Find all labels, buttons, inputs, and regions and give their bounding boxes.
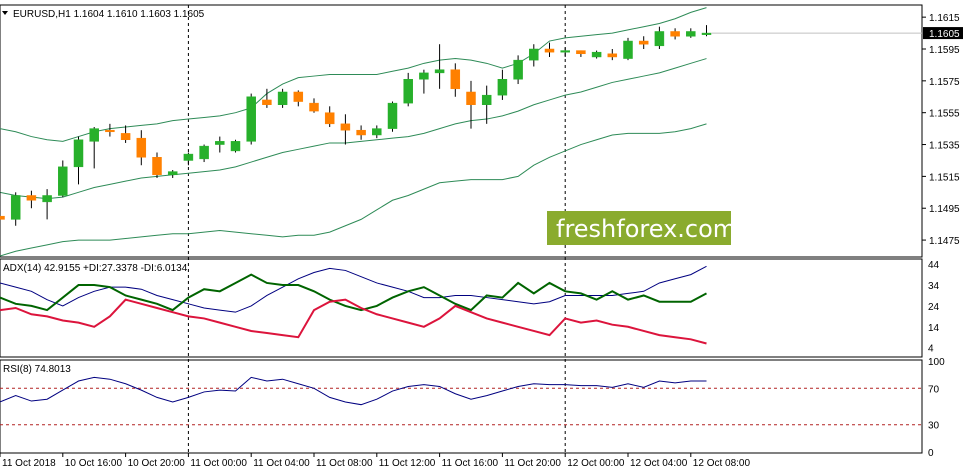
adx-series-minus-di xyxy=(0,298,707,345)
candle-body xyxy=(607,53,618,58)
candle-body xyxy=(356,129,366,136)
candle-body xyxy=(89,128,99,142)
candle-body xyxy=(466,91,476,105)
adx-tick-label: 14 xyxy=(928,323,940,334)
candle-body xyxy=(215,141,225,145)
candle-body xyxy=(42,195,52,203)
candle-body xyxy=(293,91,304,102)
time-tick-label: 10 Oct 16:00 xyxy=(65,458,123,469)
candle-body xyxy=(136,137,147,158)
candle-body xyxy=(372,128,382,136)
candle-body xyxy=(183,153,194,161)
candle-body xyxy=(246,96,256,142)
time-tick-label: 10 Oct 20:00 xyxy=(128,458,186,469)
candle-body xyxy=(340,123,351,131)
time-tick-label: 11 Oct 2018 xyxy=(2,458,56,469)
time-tick-label: 11 Oct 20:00 xyxy=(504,458,561,469)
adx-tick-label: 4 xyxy=(928,344,934,355)
time-tick-label: 11 Oct 08:00 xyxy=(316,458,373,469)
candle-body xyxy=(58,166,68,196)
time-tick-label: 11 Oct 16:00 xyxy=(442,458,499,469)
rsi-tick-label: 70 xyxy=(928,384,940,395)
rsi-tick-label: 100 xyxy=(928,357,945,368)
time-tick-label: 11 Oct 04:00 xyxy=(253,458,310,469)
candle-body xyxy=(497,78,508,96)
candle-body xyxy=(481,94,492,105)
collapse-triangle-icon[interactable] xyxy=(2,11,8,15)
candle-body xyxy=(309,102,319,112)
candle-body xyxy=(623,40,633,59)
watermark-box xyxy=(547,211,731,245)
candle-body xyxy=(0,215,5,220)
candle-body xyxy=(10,195,21,220)
candle-body xyxy=(199,145,209,160)
price-tick-label: 1.1595 xyxy=(929,45,960,56)
rsi-header: RSI(8) 74.8013 xyxy=(3,364,71,375)
bollinger-lower-line xyxy=(0,123,707,257)
candle-body xyxy=(529,48,539,61)
price-panel xyxy=(0,4,923,258)
time-tick-label: 11 Oct 00:00 xyxy=(190,458,247,469)
candle-body xyxy=(450,69,461,90)
adx-tick-label: 44 xyxy=(928,260,940,271)
candle-body xyxy=(277,91,288,105)
watermark-text: freshforex.com xyxy=(556,215,736,243)
candle-body xyxy=(324,112,335,125)
candle-body xyxy=(73,139,84,168)
candle-body xyxy=(387,102,398,129)
candle-body xyxy=(686,31,696,37)
price-tick-label: 1.1615 xyxy=(929,13,960,24)
candle-body xyxy=(591,51,602,58)
rsi-tick-label: 0 xyxy=(928,448,934,459)
price-tick-label: 1.1515 xyxy=(929,172,960,183)
time-tick-label: 11 Oct 12:00 xyxy=(379,458,436,469)
last-price-label: 1.1605 xyxy=(929,29,960,40)
adx-header: ADX(14) 42.9155 +DI:27.3378 -DI:6.0134 xyxy=(3,263,188,274)
time-tick-label: 12 Oct 04:00 xyxy=(630,458,688,469)
time-tick-label: 12 Oct 08:00 xyxy=(693,458,751,469)
candle-body xyxy=(167,171,178,176)
candle-body xyxy=(638,40,649,45)
candle-body xyxy=(544,48,555,53)
adx-tick-label: 34 xyxy=(928,281,940,292)
candle-body xyxy=(419,72,429,80)
candle-body xyxy=(434,69,445,74)
candle-body xyxy=(230,141,241,152)
candle-body xyxy=(120,133,131,141)
price-tick-label: 1.1555 xyxy=(929,109,960,120)
candle-body xyxy=(262,99,272,105)
candle-body xyxy=(105,129,115,133)
last-price-box xyxy=(923,27,963,40)
bollinger-upper-line xyxy=(0,7,707,142)
candle-body xyxy=(654,31,665,47)
adx-series-plusminus-di xyxy=(0,273,707,312)
price-tick-label: 1.1475 xyxy=(929,236,960,247)
candle-body xyxy=(26,195,37,201)
time-tick-label: 12 Oct 00:00 xyxy=(567,458,625,469)
price-tick-label: 1.1535 xyxy=(929,141,960,152)
candle-body xyxy=(576,50,586,55)
candle-body xyxy=(513,59,523,80)
candle-body xyxy=(560,50,570,53)
candle-body xyxy=(670,31,680,37)
bollinger-middle-line xyxy=(0,58,707,200)
rsi-line xyxy=(0,376,707,406)
adx-tick-label: 24 xyxy=(928,302,940,313)
rsi-panel xyxy=(0,359,923,454)
price-tick-label: 1.1575 xyxy=(929,77,960,88)
candle-body xyxy=(701,32,712,35)
rsi-tick-label: 30 xyxy=(928,421,940,432)
candle-body xyxy=(152,157,162,176)
price-tick-label: 1.1495 xyxy=(929,204,960,215)
candle-body xyxy=(403,78,413,104)
symbol-header: EURUSD,H1 1.1604 1.1610 1.1603 1.1605 xyxy=(13,9,205,20)
